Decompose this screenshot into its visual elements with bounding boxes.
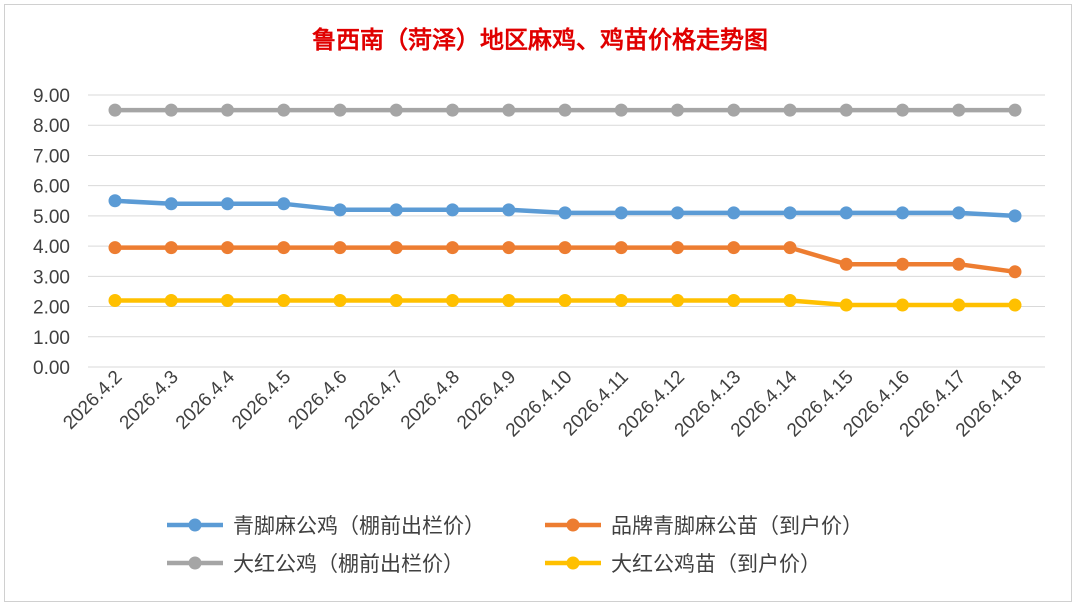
data-point-2-12 xyxy=(783,103,797,117)
data-point-2-10 xyxy=(671,103,684,117)
y-tick-label: 7.00 xyxy=(33,146,70,167)
data-point-1-11 xyxy=(727,241,741,255)
data-point-3-14 xyxy=(896,298,909,312)
data-point-1-5 xyxy=(389,241,403,255)
data-point-2-6 xyxy=(446,103,459,117)
data-point-1-16 xyxy=(1008,265,1022,279)
data-point-1-15 xyxy=(952,257,966,271)
data-point-3-4 xyxy=(333,294,347,308)
legend: 青脚麻公鸡（棚前出栏价） 品牌青脚麻公苗（到户价） 大红公鸡（棚前出栏价） 大红公鸡苗… xyxy=(167,514,863,576)
data-point-0-7 xyxy=(502,203,516,217)
chart-title: 鲁西南（菏泽）地区麻鸡、鸡苗价格走势图 xyxy=(312,25,768,54)
data-point-2-4 xyxy=(333,103,347,117)
data-point-3-7 xyxy=(502,294,516,308)
data-point-3-15 xyxy=(952,298,966,312)
legend-label-0: 青脚麻公鸡（棚前出栏价） xyxy=(233,514,485,538)
data-point-0-9 xyxy=(614,206,628,220)
data-point-1-10 xyxy=(671,241,684,255)
legend-label-1: 品牌青脚麻公苗（到户价） xyxy=(611,514,863,538)
gridlines xyxy=(88,94,1045,368)
data-point-0-8 xyxy=(558,206,572,220)
data-point-1-13 xyxy=(839,257,853,271)
x-tick-label: 2026.4.4 xyxy=(172,366,239,433)
legend-marker-2 xyxy=(188,556,202,570)
data-point-3-16 xyxy=(1008,298,1022,312)
data-point-3-6 xyxy=(446,294,459,308)
data-point-0-6 xyxy=(446,203,459,217)
data-point-3-10 xyxy=(671,294,684,308)
data-point-1-0 xyxy=(108,241,122,255)
data-point-0-10 xyxy=(671,206,684,220)
data-point-3-5 xyxy=(389,294,403,308)
y-tick-label: 1.00 xyxy=(33,328,70,349)
data-point-0-15 xyxy=(952,206,966,220)
data-point-3-8 xyxy=(558,294,572,308)
x-tick-label: 2026.4.8 xyxy=(397,367,464,434)
data-point-3-3 xyxy=(277,294,291,308)
y-tick-label: 3.00 xyxy=(33,267,70,288)
data-point-2-11 xyxy=(727,103,741,117)
data-point-0-1 xyxy=(164,197,178,211)
data-point-2-8 xyxy=(558,103,572,117)
data-point-1-8 xyxy=(558,241,572,255)
data-point-0-14 xyxy=(896,206,909,220)
legend-marker-1 xyxy=(566,518,580,532)
data-point-1-1 xyxy=(164,241,178,255)
y-tick-label: 0.00 xyxy=(33,358,70,379)
data-point-1-2 xyxy=(221,241,234,255)
data-point-2-9 xyxy=(614,103,628,117)
legend-marker-3 xyxy=(566,556,580,570)
data-point-1-6 xyxy=(446,241,459,255)
data-point-0-11 xyxy=(727,206,741,220)
data-point-2-1 xyxy=(164,103,178,117)
data-point-2-3 xyxy=(277,103,291,117)
y-tick-label: 9.00 xyxy=(33,86,70,107)
y-tick-label: 4.00 xyxy=(33,237,70,258)
data-point-2-13 xyxy=(839,103,853,117)
data-point-1-14 xyxy=(896,257,909,271)
data-point-0-0 xyxy=(108,194,122,208)
data-point-2-7 xyxy=(502,103,516,117)
data-point-0-12 xyxy=(783,206,797,220)
x-tick-label: 2026.4.7 xyxy=(341,367,408,434)
y-tick-label: 6.00 xyxy=(33,177,70,198)
data-point-1-9 xyxy=(614,241,628,255)
data-point-3-9 xyxy=(614,294,628,308)
data-point-0-3 xyxy=(277,197,291,211)
data-point-2-2 xyxy=(221,103,234,117)
y-axis: 0.00 1.00 2.00 3.00 4.00 5.00 6.00 7.00 8.00 9.00 xyxy=(33,86,70,379)
data-point-3-1 xyxy=(164,294,178,308)
x-axis: 2026.4.22026.4.32026.4.42026.4.52026.4.6… xyxy=(59,366,1026,441)
legend-label-3: 大红公鸡苗（到户价） xyxy=(611,552,821,576)
data-point-3-12 xyxy=(783,294,797,308)
data-point-2-5 xyxy=(389,103,403,117)
data-point-1-4 xyxy=(333,241,347,255)
plot-area xyxy=(108,103,1022,312)
data-point-0-5 xyxy=(389,203,403,217)
data-point-1-3 xyxy=(277,241,291,255)
legend-label-2: 大红公鸡（棚前出栏价） xyxy=(233,552,464,576)
data-point-2-16 xyxy=(1008,103,1022,117)
data-point-0-16 xyxy=(1008,209,1022,223)
data-point-3-13 xyxy=(839,298,853,312)
legend-marker-0 xyxy=(188,518,202,532)
x-tick-label: 2026.4.5 xyxy=(228,367,295,434)
x-tick-label: 2026.4.3 xyxy=(116,367,183,434)
data-point-2-0 xyxy=(108,103,122,117)
data-point-1-12 xyxy=(783,241,797,255)
data-point-2-14 xyxy=(896,103,909,117)
data-point-2-15 xyxy=(952,103,966,117)
data-point-0-13 xyxy=(839,206,853,220)
y-tick-label: 8.00 xyxy=(33,116,70,137)
data-point-3-2 xyxy=(221,294,234,308)
y-tick-label: 2.00 xyxy=(33,298,70,319)
data-point-0-4 xyxy=(333,203,347,217)
data-point-3-0 xyxy=(108,294,122,308)
y-tick-label: 5.00 xyxy=(33,207,70,228)
data-point-1-7 xyxy=(502,241,516,255)
x-tick-label: 2026.4.6 xyxy=(284,367,351,434)
data-point-0-2 xyxy=(221,197,234,211)
data-point-3-11 xyxy=(727,294,741,308)
